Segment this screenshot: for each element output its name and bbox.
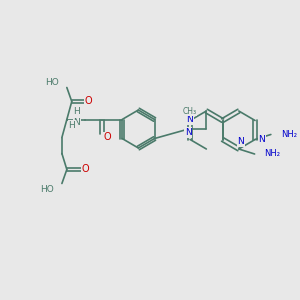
Text: O: O [85,97,92,106]
Text: CH₃: CH₃ [182,106,197,116]
Text: O: O [82,164,89,175]
Text: N: N [185,128,191,137]
Text: NH₂: NH₂ [265,149,281,158]
Text: O: O [103,133,111,142]
Text: N: N [259,135,265,144]
Text: NH₂: NH₂ [281,130,297,139]
Text: HO: HO [45,78,59,87]
Text: N: N [237,137,244,146]
Text: N: N [73,118,80,127]
Text: HO: HO [40,185,54,194]
Text: N: N [186,116,193,124]
Text: H: H [68,121,75,130]
Text: H: H [73,107,80,116]
